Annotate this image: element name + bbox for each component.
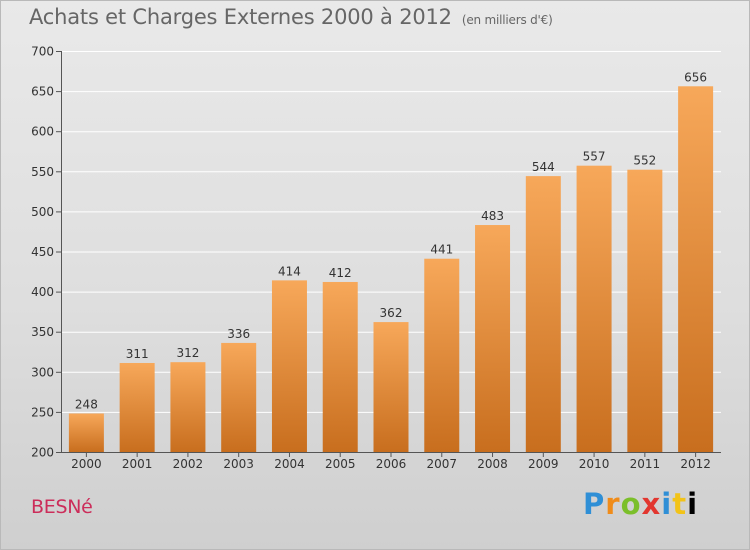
bar [576, 165, 612, 452]
x-tick-label: 2008 [477, 457, 508, 471]
brand-letter: o [620, 487, 642, 521]
bar [373, 322, 409, 452]
bar [322, 281, 358, 452]
y-tick-label: 650 [31, 85, 54, 99]
x-tick-label: 2009 [528, 457, 559, 471]
data-label: 362 [380, 306, 403, 320]
data-label: 544 [532, 160, 555, 174]
data-label: 412 [329, 266, 352, 280]
x-tick-label: 2006 [376, 457, 407, 471]
brand-letter: P [583, 487, 606, 521]
brand-letter: x [641, 487, 662, 521]
y-tick-label: 350 [31, 325, 54, 339]
y-tick-label: 300 [31, 365, 54, 379]
x-tick-label: 2003 [223, 457, 254, 471]
data-label: 656 [684, 70, 707, 84]
chart-subtitle: (en milliers d'€) [461, 13, 553, 27]
brand-letter: i [687, 487, 699, 521]
commune-name: BESNé [31, 496, 93, 518]
x-tick-label: 2011 [630, 457, 661, 471]
x-tick-label: 2005 [325, 457, 356, 471]
y-tick-label: 250 [31, 405, 54, 419]
bar [170, 362, 206, 452]
brand-logo: Proxiti [583, 487, 698, 521]
data-label: 336 [227, 327, 250, 341]
data-label: 311 [126, 347, 149, 361]
y-tick-label: 600 [31, 125, 54, 139]
brand-letter: i [661, 487, 673, 521]
x-tick-label: 2001 [122, 457, 153, 471]
y-tick-label: 700 [31, 45, 54, 59]
data-label: 557 [583, 150, 606, 164]
chart-title: Achats et Charges Externes 2000 à 2012 (e… [29, 5, 553, 29]
bar [678, 86, 714, 453]
bar [68, 413, 104, 452]
data-label: 441 [430, 243, 453, 257]
bar [475, 225, 511, 452]
data-label: 552 [633, 154, 656, 168]
axis-layer: 200 250 300 350 400 450 500 550 600 650 700 [31, 45, 721, 460]
x-tick-label: 2012 [680, 457, 711, 471]
y-tick-label: 550 [31, 165, 54, 179]
x-tick-label: 2002 [173, 457, 204, 471]
x-tick-label: 2010 [579, 457, 610, 471]
bar [119, 362, 155, 452]
bar-layer [68, 86, 714, 453]
y-tick-label: 200 [31, 446, 54, 460]
brand-letter: r [605, 487, 621, 521]
bar [525, 176, 561, 452]
x-tick-label: 2004 [274, 457, 305, 471]
data-label: 312 [176, 346, 199, 360]
bar [627, 169, 663, 453]
data-label: 483 [481, 209, 504, 223]
x-tick-label: 2000 [71, 457, 102, 471]
y-tick-label: 500 [31, 205, 54, 219]
bar [221, 342, 257, 452]
x-tick-label: 2007 [426, 457, 457, 471]
label-layer: 2000 248 2001 311 2002 312 2003 336 2004 414 2005 4… [71, 70, 711, 471]
bar [271, 280, 307, 452]
chart-title-text: Achats et Charges Externes 2000 à 2012 [29, 5, 452, 29]
data-label: 248 [75, 398, 98, 412]
y-tick-label: 400 [31, 285, 54, 299]
bar [424, 258, 460, 452]
y-tick-label: 450 [31, 245, 54, 259]
brand-letter: t [672, 487, 688, 521]
data-label: 414 [278, 264, 301, 278]
